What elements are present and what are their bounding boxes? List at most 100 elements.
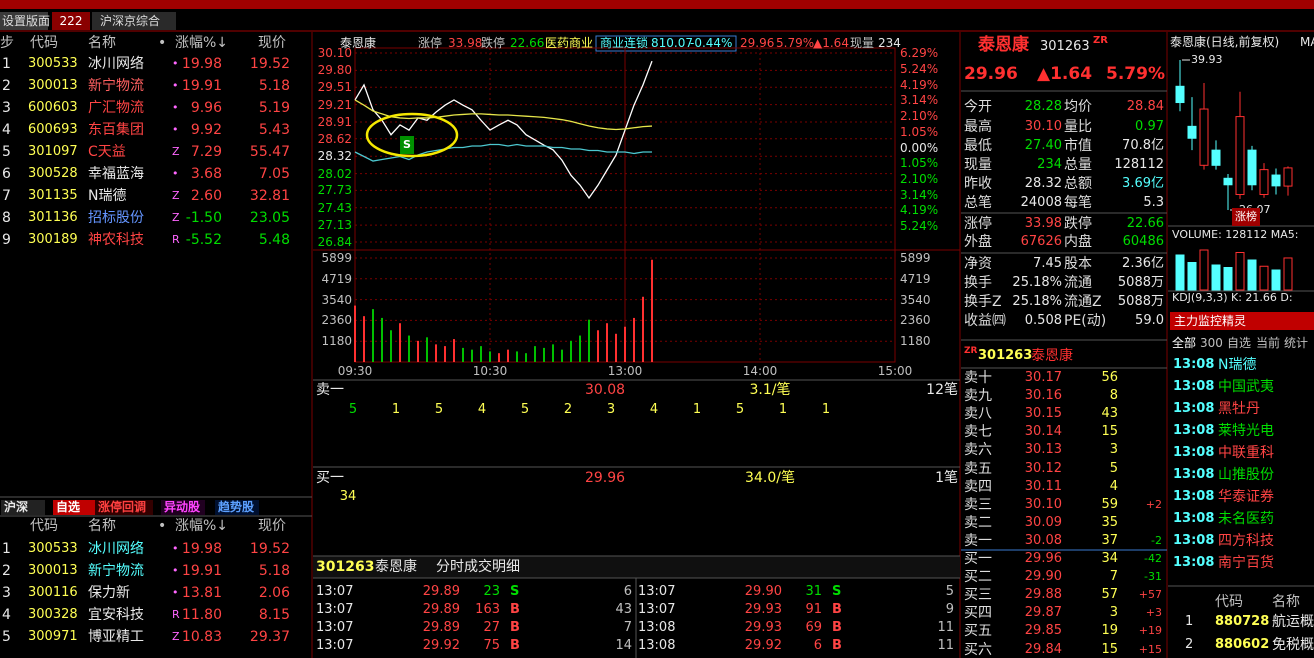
stat-value: 0.97 bbox=[1135, 119, 1164, 134]
stat-value: 0.508 bbox=[1024, 313, 1062, 328]
tab[interactable]: 异动股 bbox=[164, 500, 201, 514]
stock-name[interactable]: 博亚精工 bbox=[88, 629, 144, 645]
column-header[interactable]: 名称 bbox=[88, 518, 116, 534]
tab[interactable]: 300 bbox=[1200, 336, 1223, 350]
tick-volume: 27 bbox=[483, 620, 500, 635]
column-header[interactable]: 现价 bbox=[258, 518, 286, 534]
stock-code[interactable]: 600693 bbox=[28, 122, 78, 137]
event-stock[interactable]: 山推股份 bbox=[1218, 467, 1274, 483]
event-stock[interactable]: 莱特光电 bbox=[1218, 423, 1274, 439]
tab[interactable]: 自选 bbox=[56, 500, 81, 514]
column-header[interactable]: • bbox=[158, 518, 167, 534]
stat-label: 涨停 bbox=[964, 216, 992, 232]
stock-name[interactable]: 招标股份 bbox=[88, 210, 144, 226]
stock-code[interactable]: 301136 bbox=[28, 210, 78, 225]
price: 19.52 bbox=[249, 541, 290, 557]
stock-name[interactable]: 广汇物流 bbox=[88, 100, 144, 116]
stat-value: 70.8亿 bbox=[1122, 138, 1164, 153]
column-header[interactable]: 代码 bbox=[30, 518, 58, 534]
x-tick-label: 13:00 bbox=[607, 364, 643, 378]
volume-bar bbox=[489, 351, 491, 362]
stock-code[interactable]: 300528 bbox=[28, 166, 78, 181]
chart-header: 泰恩康 bbox=[340, 36, 377, 50]
book-price: 30.13 bbox=[1024, 442, 1062, 458]
volume-bar bbox=[363, 316, 365, 362]
stock-code[interactable]: 301135 bbox=[28, 188, 78, 203]
stock-code[interactable]: 300116 bbox=[28, 585, 78, 600]
tick-count: 43 bbox=[615, 602, 632, 617]
tab[interactable]: 趋势股 bbox=[218, 500, 255, 514]
stat-value: 24008 bbox=[1020, 195, 1062, 210]
tab[interactable]: 全部 bbox=[1172, 336, 1197, 350]
event-time: 13:08 bbox=[1173, 555, 1215, 570]
volume-bar bbox=[570, 340, 572, 362]
stock-name[interactable]: N瑞德 bbox=[88, 188, 127, 204]
stock-code[interactable]: 300013 bbox=[28, 563, 78, 578]
sector-name[interactable]: 免税概 bbox=[1272, 637, 1314, 653]
stock-code[interactable]: 300328 bbox=[28, 607, 78, 622]
stock-code[interactable]: 300189 bbox=[28, 232, 78, 247]
column-header[interactable]: 名称 bbox=[1272, 594, 1300, 610]
queue-count: 12笔 bbox=[926, 382, 958, 398]
volume-bar bbox=[1223, 267, 1233, 291]
stock-name[interactable]: 幸福蓝海 bbox=[88, 166, 144, 182]
tab[interactable]: 222 bbox=[59, 14, 83, 28]
stock-code[interactable]: 300971 bbox=[28, 629, 78, 644]
stock-code[interactable]: 600603 bbox=[28, 100, 78, 115]
stock-tag: ZR bbox=[1093, 35, 1108, 46]
column-header[interactable]: 涨幅%↓ bbox=[175, 518, 229, 534]
stock-name[interactable]: 冰川网络 bbox=[88, 56, 144, 72]
stock-name[interactable]: 保力新 bbox=[88, 585, 130, 601]
event-stock[interactable]: 四方科技 bbox=[1218, 533, 1274, 549]
stock-name[interactable]: 东百集团 bbox=[88, 122, 144, 138]
stock-code[interactable]: 300013 bbox=[28, 78, 78, 93]
column-header[interactable]: 涨幅%↓ bbox=[175, 35, 229, 51]
stock-name: 泰恩康 bbox=[978, 35, 1029, 55]
stock-code[interactable]: 300533 bbox=[28, 541, 78, 556]
tick-price: 29.90 bbox=[744, 584, 782, 599]
column-header[interactable]: 现价 bbox=[258, 35, 286, 51]
volume-tick-label: 2360 bbox=[900, 313, 931, 328]
tab[interactable]: 涨停回调 bbox=[98, 500, 147, 514]
stock-code[interactable]: 301097 bbox=[28, 144, 78, 159]
chart-header: 234 bbox=[878, 36, 901, 50]
y2-tick-label: 2.10% bbox=[900, 108, 939, 123]
column-header[interactable]: • bbox=[158, 35, 167, 51]
event-stock[interactable]: 华泰证券 bbox=[1218, 489, 1274, 505]
book-label: 买四 bbox=[964, 605, 992, 622]
stock-name[interactable]: 宜安科技 bbox=[88, 607, 144, 623]
column-header[interactable]: 名称 bbox=[88, 35, 116, 51]
tab[interactable]: 沪深京综合 bbox=[100, 14, 161, 28]
stock-name[interactable]: 神农科技 bbox=[88, 232, 144, 248]
event-stock[interactable]: 未名医药 bbox=[1218, 511, 1274, 527]
book-volume: 3 bbox=[1109, 605, 1118, 621]
stock-name[interactable]: 冰川网络 bbox=[88, 541, 144, 557]
tab[interactable]: 自选 bbox=[1227, 336, 1252, 350]
tick-price: 29.92 bbox=[744, 638, 782, 653]
volume-bar bbox=[615, 333, 617, 362]
event-stock[interactable]: N瑞德 bbox=[1218, 357, 1257, 373]
event-stock[interactable]: 中国武夷 bbox=[1218, 379, 1274, 395]
tab[interactable]: 沪深 bbox=[4, 500, 29, 514]
tab[interactable]: 设置版面 bbox=[2, 14, 51, 28]
event-stock[interactable]: 中联重科 bbox=[1218, 445, 1274, 461]
column-header[interactable]: 代码 bbox=[30, 35, 58, 51]
tick-count: 14 bbox=[615, 638, 632, 653]
column-header[interactable]: 步 bbox=[0, 35, 14, 51]
tab-bg bbox=[1, 500, 45, 515]
tick-count: 11 bbox=[937, 638, 954, 653]
tab[interactable]: 当前 bbox=[1256, 336, 1281, 350]
event-stock[interactable]: 南宁百货 bbox=[1218, 555, 1274, 571]
tab[interactable]: 统计 bbox=[1284, 336, 1309, 350]
volume-bar bbox=[453, 339, 455, 362]
event-stock[interactable]: 黑牡丹 bbox=[1218, 401, 1260, 417]
stock-name[interactable]: 新宁物流 bbox=[88, 563, 144, 579]
column-header[interactable]: 代码 bbox=[1215, 594, 1243, 610]
stock-code[interactable]: 300533 bbox=[28, 56, 78, 71]
stock-name[interactable]: 新宁物流 bbox=[88, 78, 144, 94]
stock-name[interactable]: C天益 bbox=[88, 144, 126, 160]
price: 5.19 bbox=[258, 100, 290, 116]
sector-name[interactable]: 航运概 bbox=[1272, 614, 1314, 630]
book-volume: 56 bbox=[1101, 370, 1118, 385]
chart-header: ▲1.64 bbox=[813, 36, 849, 50]
